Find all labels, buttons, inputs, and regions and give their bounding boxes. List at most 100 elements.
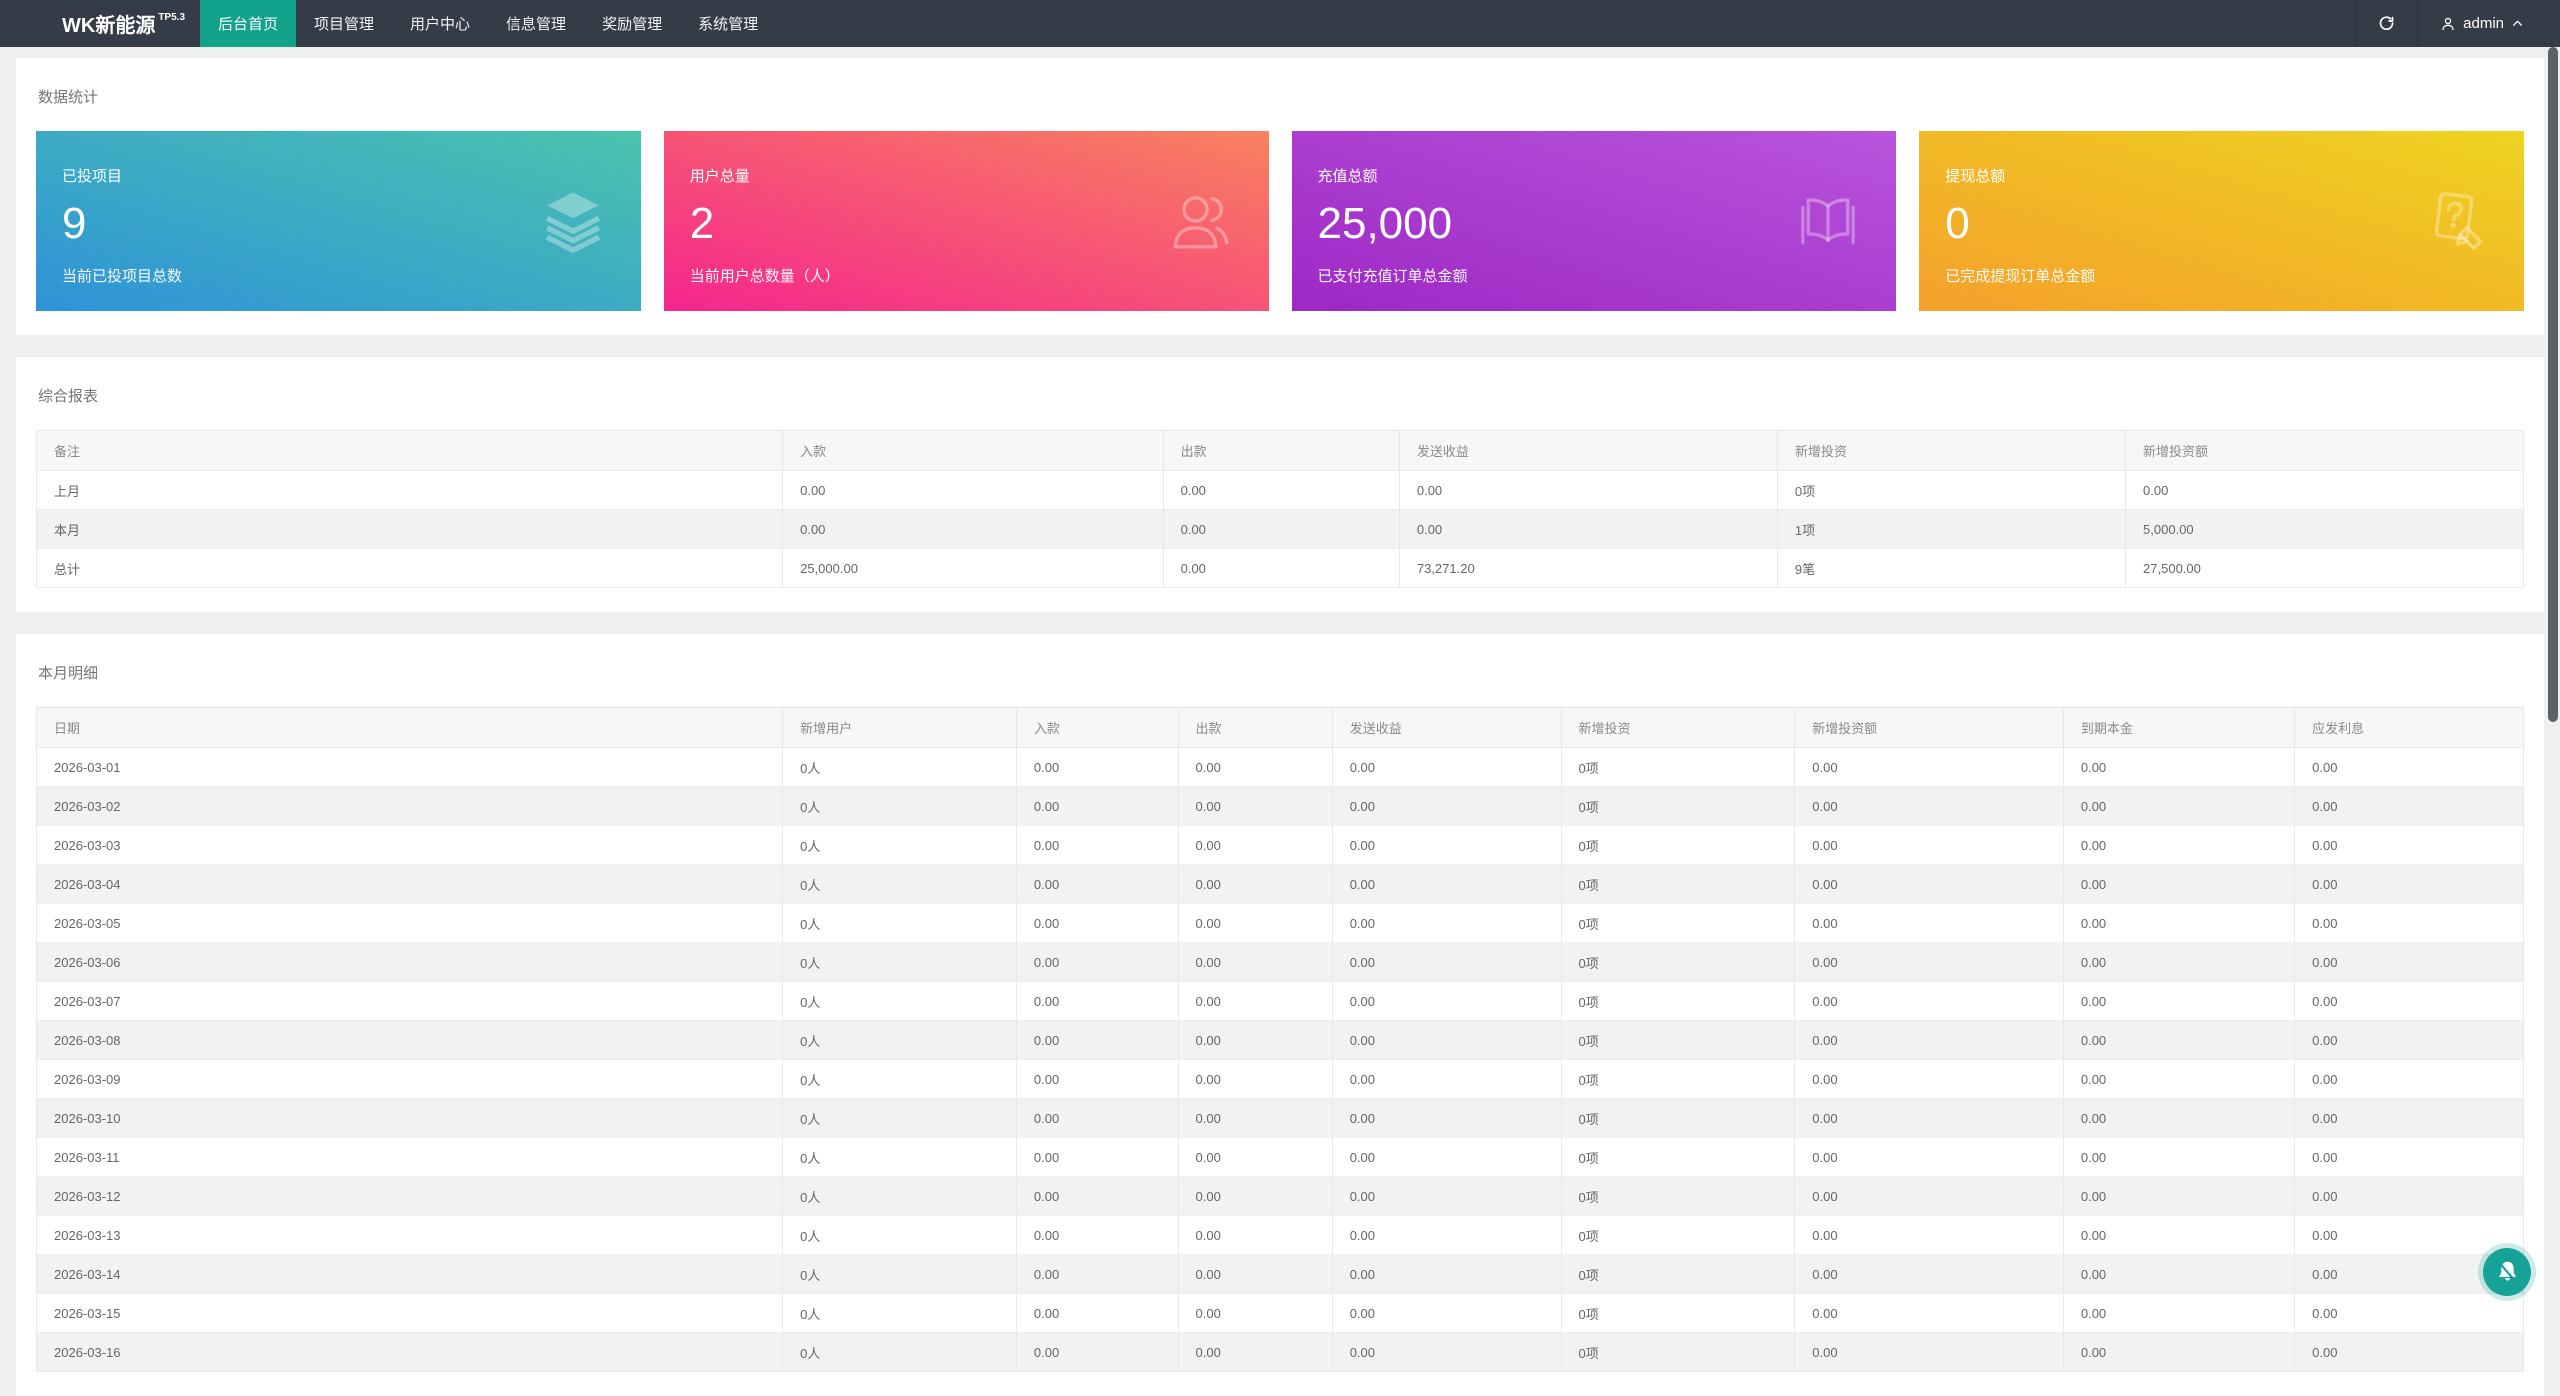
table-cell: 0.00 xyxy=(1794,825,2064,865)
nav-menu-item[interactable]: 奖励管理 xyxy=(602,16,663,33)
table-cell: 0.00 xyxy=(1331,1254,1562,1294)
table-row: 2026-03-14 0人 0.00 0.00 0.00 0项 0.00 0.00 0.00 xyxy=(35,1254,2524,1294)
table-cell: 0人 xyxy=(782,1137,1017,1177)
app-logo-text: WK新能源 xyxy=(62,15,156,37)
table-cell: 0.00 xyxy=(1177,864,1333,904)
table-cell: 0.00 xyxy=(2062,981,2296,1021)
table-cell: 0.00 xyxy=(1331,1020,1562,1060)
table-cell: 0.00 xyxy=(1794,864,2064,904)
table-cell: 0项 xyxy=(1560,1059,1796,1099)
users-icon xyxy=(1167,187,1235,255)
table-row: 2026-03-03 0人 0.00 0.00 0.00 0项 0.00 0.00 0.00 xyxy=(35,825,2524,865)
table-row: 2026-03-11 0人 0.00 0.00 0.00 0项 0.00 0.00 0.00 xyxy=(35,1137,2524,1177)
table-cell: 0.00 xyxy=(2294,864,2524,904)
table-cell: 0.00 xyxy=(1015,942,1179,982)
table-cell: 0.00 xyxy=(2294,981,2524,1021)
column-header: 新增投资额 xyxy=(2125,430,2524,471)
table-cell: 0.00 xyxy=(1162,548,1400,588)
book-icon xyxy=(1794,187,1862,255)
table-cell: 0.00 xyxy=(2294,1215,2524,1255)
chevron-up-icon xyxy=(2511,17,2524,30)
table-cell: 上月 xyxy=(35,470,784,510)
table-cell: 0.00 xyxy=(2062,1176,2296,1216)
table-cell: 0.00 xyxy=(1794,786,2064,826)
top-navbar: WK新能源 TP5.3 后台首页 项目管理 用户中心 信息管理 奖励管理 系统管理 xyxy=(0,0,2560,47)
user-menu[interactable]: admin xyxy=(2417,0,2546,47)
table-cell: 0人 xyxy=(782,1020,1017,1060)
refresh-button[interactable] xyxy=(2355,0,2417,47)
table-cell: 0.00 xyxy=(1177,1215,1333,1255)
table-cell: 0.00 xyxy=(2294,786,2524,826)
table-cell: 0.00 xyxy=(2062,1020,2296,1060)
table-cell: 0.00 xyxy=(1794,1254,2064,1294)
table-row: 2026-03-01 0人 0.00 0.00 0.00 0项 0.00 0.00 0.00 xyxy=(35,747,2524,787)
stat-card-value: 25,000 xyxy=(1317,199,1453,248)
table-cell: 0.00 xyxy=(2062,786,2296,826)
table-cell: 0.00 xyxy=(1015,825,1179,865)
table-cell: 0人 xyxy=(782,864,1017,904)
table-cell: 0.00 xyxy=(1331,1215,1562,1255)
column-header: 到期本金 xyxy=(2062,707,2296,748)
nav-menu-item[interactable]: 信息管理 xyxy=(506,16,567,33)
table-cell: 0.00 xyxy=(2062,942,2296,982)
stat-cards: 已投项目 9 当前已投项目总数 用户总量 2 当前用户总数量（人） xyxy=(36,131,2524,311)
nav-menu-item[interactable]: 系统管理 xyxy=(698,16,759,33)
table-cell: 0.00 xyxy=(2294,825,2524,865)
table-cell: 0.00 xyxy=(1794,981,2064,1021)
month-detail-panel: 本月明细 日期 新增用户 入款 出款 发送收益 新增投资 新增投资额 到期本金 应发利息 202… xyxy=(16,634,2544,1396)
table-cell: 2026-03-04 xyxy=(35,864,784,904)
table-cell: 0.00 xyxy=(1015,1332,1179,1372)
nav-menu-item[interactable]: 后台首页 xyxy=(200,0,297,47)
table-cell: 0.00 xyxy=(2294,747,2524,787)
table-cell: 0人 xyxy=(782,1215,1017,1255)
table-cell: 27,500.00 xyxy=(2125,548,2524,588)
table-cell: 9笔 xyxy=(1776,548,2127,588)
table-cell: 0.00 xyxy=(1015,1176,1179,1216)
table-cell: 0.00 xyxy=(2062,1059,2296,1099)
table-cell: 0人 xyxy=(782,1176,1017,1216)
table-cell: 0.00 xyxy=(2062,747,2296,787)
stat-card-value: 2 xyxy=(689,199,715,248)
column-header: 入款 xyxy=(782,430,1164,471)
table-cell: 0.00 xyxy=(1331,786,1562,826)
table-cell: 0.00 xyxy=(1331,1332,1562,1372)
vertical-scrollbar xyxy=(2544,47,2560,1312)
table-cell: 0人 xyxy=(782,825,1017,865)
stat-card-title: 充值总额 xyxy=(1317,168,1378,185)
table-cell: 0.00 xyxy=(2294,1098,2524,1138)
table-cell: 0项 xyxy=(1560,903,1796,943)
notification-fab[interactable] xyxy=(2483,1248,2531,1296)
table-cell: 0.00 xyxy=(2294,1020,2524,1060)
table-cell: 0.00 xyxy=(1331,825,1562,865)
column-header: 新增用户 xyxy=(782,707,1017,748)
table-row: 本月 0.00 0.00 0.00 1项 5,000.00 xyxy=(35,509,2524,549)
nav-menu: 后台首页 项目管理 用户中心 信息管理 奖励管理 系统管理 xyxy=(200,0,776,47)
table-cell: 0项 xyxy=(1560,864,1796,904)
table-cell: 0项 xyxy=(1560,1215,1796,1255)
table-cell: 0.00 xyxy=(1015,1254,1179,1294)
table-cell: 0.00 xyxy=(1015,1059,1179,1099)
nav-menu-item[interactable]: 用户中心 xyxy=(410,16,471,33)
table-cell: 0.00 xyxy=(1331,747,1562,787)
scrollbar-thumb[interactable] xyxy=(2548,47,2558,722)
table-cell: 0人 xyxy=(782,981,1017,1021)
stat-card-total-recharge: 充值总额 25,000 已支付充值订单总金额 xyxy=(1291,131,1897,311)
table-row: 2026-03-05 0人 0.00 0.00 0.00 0项 0.00 0.00 0.00 xyxy=(35,903,2524,943)
table-cell: 0.00 xyxy=(1794,1020,2064,1060)
table-cell: 0.00 xyxy=(2125,470,2524,510)
stat-card-subtitle: 当前用户总数量（人） xyxy=(689,268,840,286)
column-header: 新增投资额 xyxy=(1794,707,2064,748)
table-cell: 2026-03-14 xyxy=(35,1254,784,1294)
table-cell: 0.00 xyxy=(1177,1098,1333,1138)
table-cell: 0人 xyxy=(782,1293,1017,1333)
table-cell: 0.00 xyxy=(1331,942,1562,982)
table-cell: 0项 xyxy=(1560,1332,1796,1372)
nav-menu-item[interactable]: 项目管理 xyxy=(314,16,375,33)
table-cell: 2026-03-16 xyxy=(35,1332,784,1372)
table-cell: 0.00 xyxy=(1015,981,1179,1021)
table-cell: 2026-03-12 xyxy=(35,1176,784,1216)
stat-card-subtitle: 已完成提现订单总金额 xyxy=(1945,268,2096,286)
column-header: 备注 xyxy=(35,430,784,471)
table-row: 2026-03-08 0人 0.00 0.00 0.00 0项 0.00 0.00 0.00 xyxy=(35,1020,2524,1060)
table-cell: 0项 xyxy=(1560,1176,1796,1216)
